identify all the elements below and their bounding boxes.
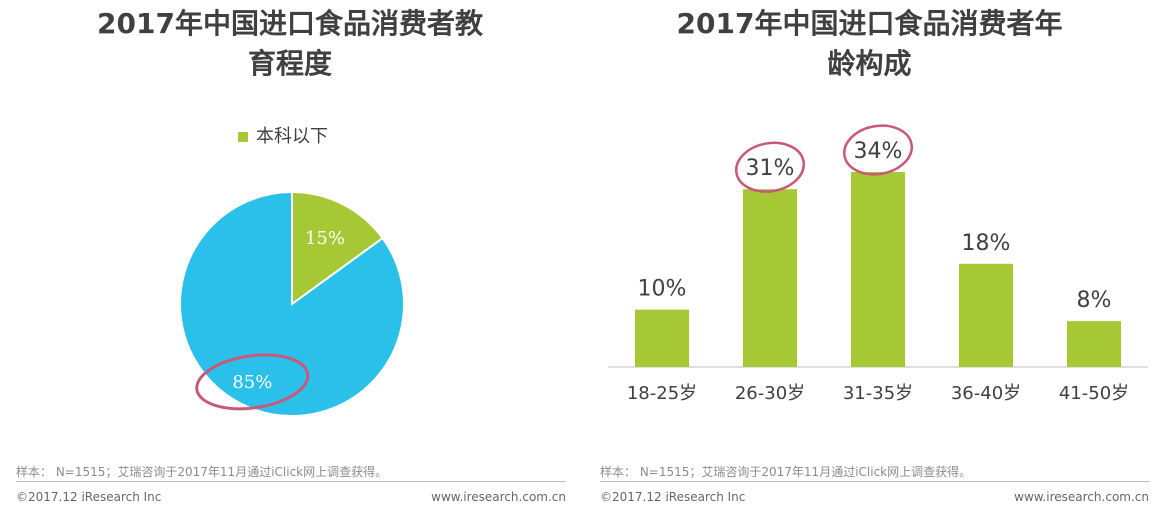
pie-slice-label-0: 15% (305, 228, 345, 249)
bar-value-label-1: 31% (746, 156, 795, 181)
bar-source-note: 样本： N=1515；艾瑞咨询于2017年11月通过iClick网上调查获得。 (600, 465, 972, 479)
x-tick-label-0: 18-25岁 (627, 383, 697, 404)
pie-chart: 15% 85% (179, 190, 405, 417)
pie-slice-0 (291, 190, 385, 306)
pie-footer-divider (16, 481, 566, 482)
pie-website: www.iresearch.com.cn (431, 490, 566, 504)
bar-title-line-2: 龄构成 (827, 47, 912, 80)
bar-value-label-2: 34% (854, 139, 903, 164)
legend-label: 本科以下 (256, 126, 328, 147)
bar-2 (851, 172, 905, 367)
pie-slice-label-1: 85% (232, 372, 272, 393)
pie-source-note: 样本： N=1515；艾瑞咨询于2017年11月通过iClick网上调查获得。 (16, 465, 388, 479)
bar-chart: 10% 18-25岁 31% 26-30岁 34% 31-35岁 18% 36-40岁 8% 41… (608, 124, 1148, 404)
bar-copyright: ©2017.12 iResearch Inc (600, 490, 746, 504)
bar-value-label-4: 8% (1077, 288, 1112, 313)
bar-website: www.iresearch.com.cn (1014, 490, 1149, 504)
bar-0 (635, 309, 689, 367)
pie-title-line-1: 2017年中国进口食品消费者教 (97, 7, 483, 40)
legend-swatch-icon (238, 132, 248, 142)
pie-copyright: ©2017.12 iResearch Inc (16, 490, 162, 504)
x-tick-label-4: 41-50岁 (1059, 383, 1129, 404)
bar-4 (1067, 321, 1121, 367)
pie-title-line-2: 育程度 (247, 47, 332, 80)
bar-footer-divider (600, 481, 1150, 482)
bar-highlight-circle-1 (735, 141, 805, 193)
bar-highlight-circle-2 (843, 124, 913, 176)
pie-legend: 本科以下 (238, 122, 328, 148)
bar-3 (959, 263, 1013, 367)
bar-1 (743, 189, 797, 367)
pie-highlight-circle (195, 353, 310, 411)
bar-chart-title: 2017年中国进口食品消费者年 龄构成 (580, 4, 1159, 84)
bar-value-label-0: 10% (638, 277, 687, 302)
pie-chart-title: 2017年中国进口食品消费者教 育程度 (0, 4, 580, 84)
age-chart-panel: 2017年中国进口食品消费者年 龄构成 10% 18-25岁 31% 26-30岁 34… (580, 0, 1159, 512)
bar-value-label-3: 18% (962, 231, 1011, 256)
x-tick-label-2: 31-35岁 (843, 383, 913, 404)
bar-title-line-1: 2017年中国进口食品消费者年 (676, 7, 1063, 40)
x-tick-label-3: 36-40岁 (951, 383, 1021, 404)
x-tick-label-1: 26-30岁 (735, 383, 805, 404)
education-chart-panel: 2017年中国进口食品消费者教 育程度 本科以下 15% 85% 样本： N=15… (0, 4, 580, 504)
